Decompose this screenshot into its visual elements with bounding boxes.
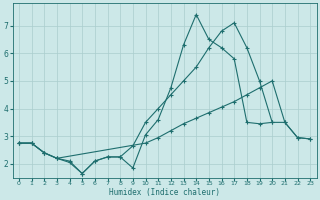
X-axis label: Humidex (Indice chaleur): Humidex (Indice chaleur) — [109, 188, 220, 197]
